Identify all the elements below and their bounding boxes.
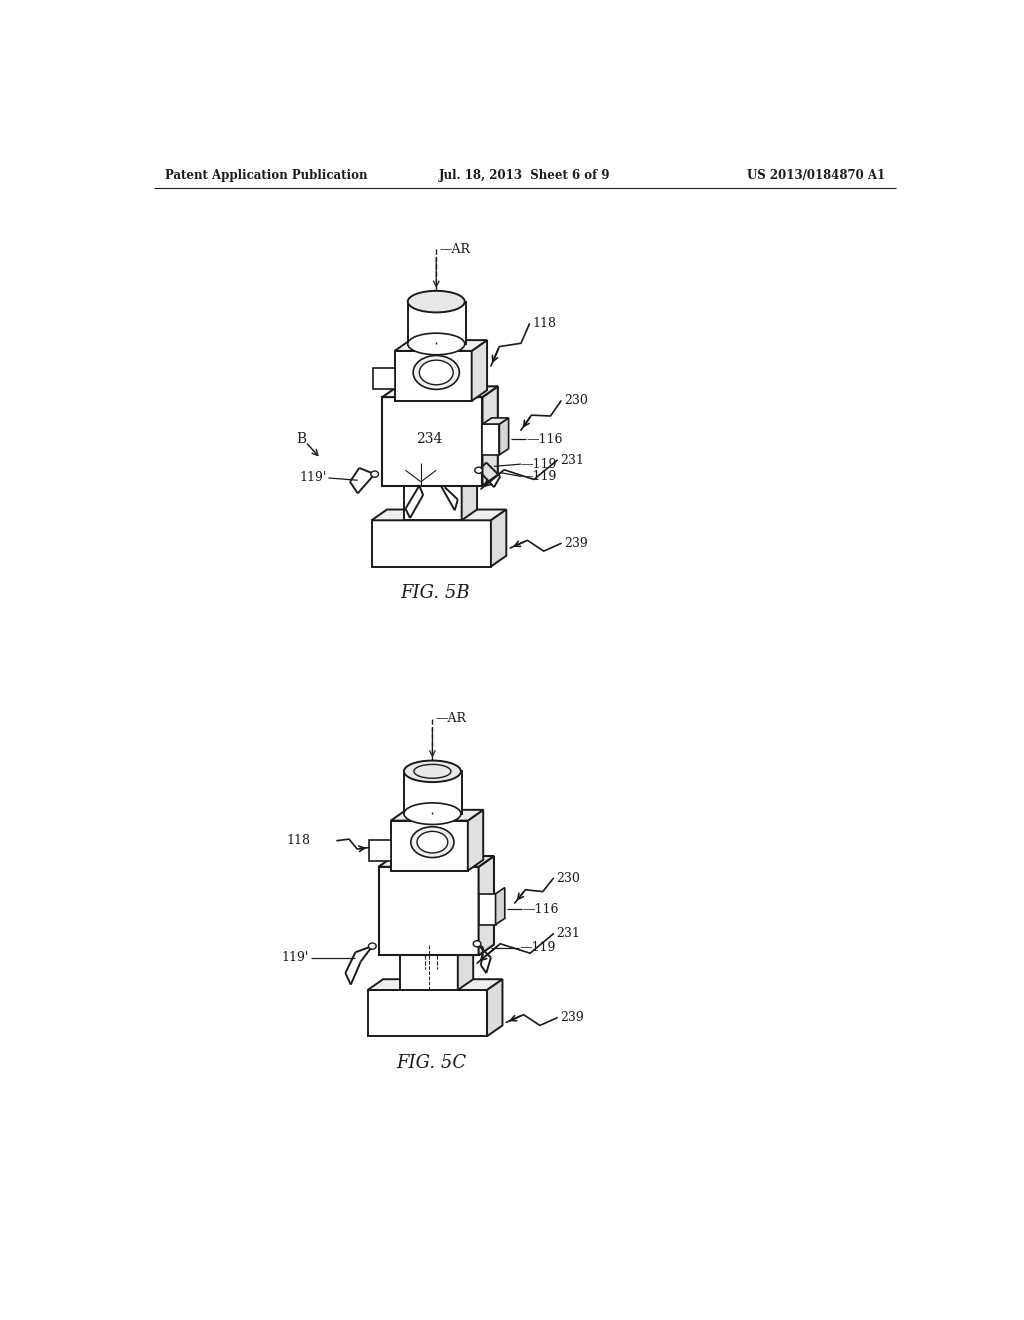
Ellipse shape bbox=[419, 360, 454, 385]
Ellipse shape bbox=[408, 333, 465, 355]
Polygon shape bbox=[482, 418, 509, 424]
Polygon shape bbox=[403, 465, 477, 475]
Text: Jul. 18, 2013  Sheet 6 of 9: Jul. 18, 2013 Sheet 6 of 9 bbox=[439, 169, 610, 182]
Polygon shape bbox=[468, 810, 483, 871]
Ellipse shape bbox=[475, 467, 482, 474]
Polygon shape bbox=[394, 341, 487, 351]
Text: 239: 239 bbox=[564, 537, 588, 550]
Text: B: B bbox=[296, 433, 306, 446]
Polygon shape bbox=[478, 857, 494, 956]
Bar bbox=[370, 840, 391, 862]
Polygon shape bbox=[391, 810, 483, 821]
Ellipse shape bbox=[413, 355, 460, 389]
Polygon shape bbox=[490, 510, 506, 566]
Bar bbox=[382, 397, 482, 486]
Text: —119: —119 bbox=[521, 470, 557, 483]
Ellipse shape bbox=[369, 942, 376, 949]
Text: 231: 231 bbox=[556, 927, 581, 940]
Polygon shape bbox=[400, 935, 473, 945]
Polygon shape bbox=[487, 979, 503, 1036]
Ellipse shape bbox=[417, 832, 447, 853]
Bar bbox=[408, 302, 466, 345]
Text: US 2013/0184870 A1: US 2013/0184870 A1 bbox=[748, 169, 885, 182]
Text: 230: 230 bbox=[564, 395, 588, 408]
Bar bbox=[482, 424, 500, 455]
Bar bbox=[403, 771, 462, 813]
Ellipse shape bbox=[408, 290, 465, 313]
Polygon shape bbox=[458, 935, 473, 990]
Text: —116: —116 bbox=[526, 433, 563, 446]
Polygon shape bbox=[496, 887, 505, 924]
Polygon shape bbox=[462, 465, 477, 520]
Ellipse shape bbox=[473, 941, 481, 946]
Text: Patent Application Publication: Patent Application Publication bbox=[165, 169, 368, 182]
Text: 234: 234 bbox=[416, 433, 442, 446]
Polygon shape bbox=[500, 418, 509, 455]
Ellipse shape bbox=[403, 760, 461, 781]
Text: 118: 118 bbox=[532, 317, 556, 330]
Text: FIG. 5B: FIG. 5B bbox=[400, 585, 470, 602]
Ellipse shape bbox=[403, 803, 461, 825]
Text: 119': 119' bbox=[300, 471, 327, 484]
Bar bbox=[400, 945, 458, 990]
Text: —119: —119 bbox=[519, 941, 556, 954]
Bar bbox=[368, 990, 487, 1036]
Text: —AR: —AR bbox=[439, 243, 470, 256]
Text: 231: 231 bbox=[560, 454, 584, 467]
Bar bbox=[391, 821, 468, 871]
Bar bbox=[372, 520, 490, 566]
Text: 239: 239 bbox=[560, 1011, 584, 1024]
Polygon shape bbox=[379, 857, 494, 867]
Polygon shape bbox=[382, 387, 498, 397]
Text: FIG. 5C: FIG. 5C bbox=[396, 1055, 466, 1072]
Text: —AR: —AR bbox=[435, 713, 467, 726]
Text: —116: —116 bbox=[522, 903, 559, 916]
Polygon shape bbox=[482, 387, 498, 486]
Polygon shape bbox=[368, 979, 503, 990]
Text: —119: —119 bbox=[521, 458, 557, 471]
Text: 118: 118 bbox=[286, 834, 310, 847]
Text: 119': 119' bbox=[282, 952, 309, 964]
Bar bbox=[403, 475, 462, 520]
Bar bbox=[379, 867, 478, 956]
Polygon shape bbox=[472, 341, 487, 401]
Bar bbox=[373, 368, 394, 389]
Ellipse shape bbox=[371, 471, 379, 478]
Polygon shape bbox=[372, 510, 506, 520]
Text: 230: 230 bbox=[556, 871, 581, 884]
Bar bbox=[478, 894, 496, 924]
Ellipse shape bbox=[411, 826, 454, 858]
Bar bbox=[394, 351, 472, 401]
